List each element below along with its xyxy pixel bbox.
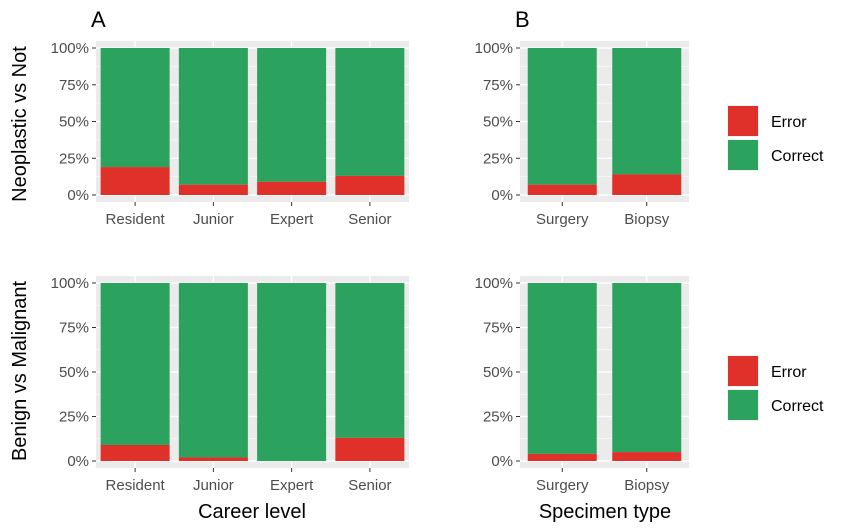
x-tick-label-senior: Senior [348,211,391,228]
legends-layer: Error Correct Error Correct [727,105,824,421]
bar-correct-biopsy [612,283,682,453]
legend-label-correct: Correct [771,148,824,165]
panel-tag-a: A [91,7,106,32]
y-tick-label: 100% [475,275,513,292]
x-tick-label-expert: Expert [270,211,314,228]
x-tick-label-junior: Junior [193,477,234,494]
legend-top: Error Correct [727,105,824,171]
bar-correct-junior [178,283,248,458]
y-tick-label: 0% [67,187,89,204]
y-tick-label: 50% [483,364,513,381]
legend-label-error: Error [771,114,807,131]
bar-error-biopsy [612,174,682,195]
y-tick-label: 25% [483,409,513,426]
y-tick-label: 100% [51,275,89,292]
y-tick-label: 25% [483,150,513,167]
y-tick-label: 50% [59,364,89,381]
x-tick-label-junior: Junior [193,211,234,228]
y-tick-label: 50% [59,114,89,131]
y-tick-label: 25% [59,150,89,167]
panel-a-top: 0% 25% 50% 75% 100% Resident Junior Expert Senio… [51,40,409,228]
x-tick-label-biopsy: Biopsy [624,477,670,494]
bar-error-resident [100,444,170,461]
bar-error-senior [335,437,405,461]
bar-correct-expert [257,283,327,461]
legend-swatch-correct [728,390,758,420]
bar-correct-biopsy [612,48,682,175]
bar-correct-resident [100,48,170,168]
y-tick-label: 0% [491,187,513,204]
bar-correct-senior [335,48,405,176]
bar-error-surgery [527,184,597,195]
x-tick-label-resident: Resident [106,211,166,228]
bar-correct-senior [335,283,405,438]
y-tick-label: 25% [59,409,89,426]
y-tick-label: 75% [483,320,513,337]
panels-layer: 0% 25% 50% 75% 100% Resident Junior Expert Senio… [51,40,689,494]
bar-correct-resident [100,283,170,445]
bar-error-expert [257,181,327,195]
bar-correct-surgery [527,283,597,454]
bar-error-surgery [527,453,597,461]
x-axis-title-specimen-type: Specimen type [539,501,671,523]
legend-swatch-error [728,356,758,386]
y-tick-label: 0% [491,453,513,470]
legend-label-correct: Correct [771,398,824,415]
y-tick-label: 0% [67,453,89,470]
y-tick-label: 75% [483,77,513,94]
legend-bottom: Error Correct [727,355,824,421]
legend-label-error: Error [771,364,807,381]
y-tick-label: 100% [51,40,89,57]
bar-error-resident [100,167,170,195]
bar-correct-surgery [527,48,597,185]
row-label-bottom: Benign vs Malignant [9,281,31,462]
x-tick-label-senior: Senior [348,477,391,494]
y-tick-label: 100% [475,40,513,57]
bar-correct-expert [257,48,327,182]
row-label-top: Neoplastic vs Not [9,46,31,202]
legend-swatch-error [728,106,758,136]
panel-b-bottom: 0% 25% 50% 75% 100% Surgery Biopsy [475,275,689,494]
y-tick-label: 75% [59,320,89,337]
x-tick-label-biopsy: Biopsy [624,211,670,228]
x-tick-label-surgery: Surgery [536,477,589,494]
legend-swatch-correct [728,140,758,170]
y-tick-label: 50% [483,114,513,131]
x-tick-label-resident: Resident [106,477,166,494]
panel-a-bottom: 0% 25% 50% 75% 100% Resident Junior Expert Senio… [51,275,409,494]
x-axis-title-career-level: Career level [198,501,306,523]
bar-error-senior [335,175,405,195]
panel-b-top: 0% 25% 50% 75% 100% Surgery Biopsy [475,40,689,228]
x-tick-label-surgery: Surgery [536,211,589,228]
x-tick-label-expert: Expert [270,477,314,494]
bar-error-biopsy [612,452,682,461]
bar-error-junior [178,457,248,461]
panel-tag-b: B [515,7,530,32]
bar-error-junior [178,184,248,195]
y-tick-label: 75% [59,77,89,94]
bar-correct-junior [178,48,248,185]
